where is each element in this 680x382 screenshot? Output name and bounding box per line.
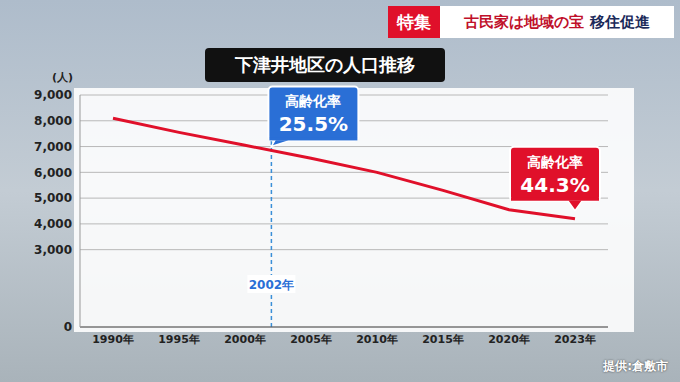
svg-text:1995年: 1995年 <box>158 333 200 346</box>
svg-text:3,000: 3,000 <box>34 243 72 257</box>
svg-text:4,000: 4,000 <box>34 217 72 231</box>
svg-text:44.3%: 44.3% <box>520 173 589 197</box>
svg-text:2015年: 2015年 <box>422 333 464 346</box>
svg-text:5,000: 5,000 <box>34 191 72 205</box>
svg-text:6,000: 6,000 <box>34 166 72 180</box>
svg-text:2002年: 2002年 <box>249 278 294 292</box>
svg-text:7,000: 7,000 <box>34 140 72 154</box>
svg-text:高齢化率: 高齢化率 <box>285 93 341 109</box>
svg-text:9,000: 9,000 <box>34 88 72 102</box>
svg-text:2005年: 2005年 <box>290 333 332 346</box>
svg-text:2020年: 2020年 <box>488 333 530 346</box>
svg-text:8,000: 8,000 <box>34 114 72 128</box>
html-text:提供:倉敷市: 提供:倉敷市 <box>603 359 668 373</box>
html-text:下津井地区の人口推移: 下津井地区の人口推移 <box>235 54 415 75</box>
svg-text:2010年: 2010年 <box>356 333 398 346</box>
svg-text:0: 0 <box>64 320 72 334</box>
html-text:特集: 特集 <box>397 12 431 32</box>
html-text:古民家は地域の宝 移住促進: 古民家は地域の宝 移住促進 <box>464 13 650 31</box>
svg-text:1990年: 1990年 <box>92 333 134 346</box>
svg-text:25.5%: 25.5% <box>279 112 348 136</box>
svg-text:2023年: 2023年 <box>554 333 596 346</box>
svg-text:高齢化率: 高齢化率 <box>527 154 583 170</box>
svg-text:2000年: 2000年 <box>224 333 266 346</box>
html-text:(人): (人) <box>52 71 74 84</box>
